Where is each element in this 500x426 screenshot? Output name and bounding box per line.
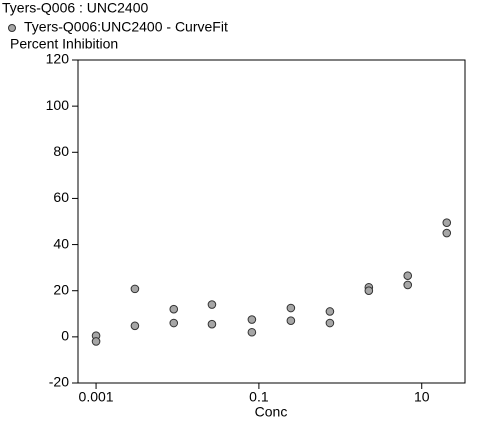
data-point xyxy=(442,228,452,238)
data-point xyxy=(403,271,413,281)
chart-title: Tyers-Q006 : UNC2400 xyxy=(2,0,148,16)
y-tick-label: -20 xyxy=(49,374,69,390)
data-point xyxy=(364,286,374,296)
data-point xyxy=(286,316,296,326)
data-point xyxy=(442,218,452,227)
x-tick-label: 0.1 xyxy=(249,389,269,405)
y-axis-label: Percent Inhibition xyxy=(10,36,118,52)
data-point xyxy=(247,327,257,337)
data-point xyxy=(207,300,217,309)
legend-marker xyxy=(8,24,16,32)
data-point xyxy=(207,319,217,329)
x-tick-label: 0.001 xyxy=(79,389,114,405)
x-tick-label: 10 xyxy=(414,389,430,405)
x-axis-label: Conc xyxy=(255,404,288,420)
data-point xyxy=(130,321,140,331)
data-point xyxy=(247,315,257,324)
data-point xyxy=(169,318,179,328)
data-point xyxy=(286,303,296,313)
data-point xyxy=(130,284,140,294)
data-point xyxy=(169,304,179,314)
y-tick-label: 20 xyxy=(53,281,69,297)
y-tick-label: 0 xyxy=(61,328,69,344)
data-point xyxy=(403,280,413,290)
data-point xyxy=(325,318,335,328)
legend-label: Tyers-Q006:UNC2400 - CurveFit xyxy=(24,19,228,35)
y-tick-label: 40 xyxy=(53,235,69,251)
y-tick-label: 60 xyxy=(53,189,69,205)
data-point xyxy=(91,337,101,346)
y-tick-label: 80 xyxy=(53,143,69,159)
y-tick-label: 100 xyxy=(46,97,70,113)
y-tick-label: 120 xyxy=(46,51,70,67)
data-point xyxy=(325,307,335,316)
plot-frame xyxy=(77,59,466,384)
